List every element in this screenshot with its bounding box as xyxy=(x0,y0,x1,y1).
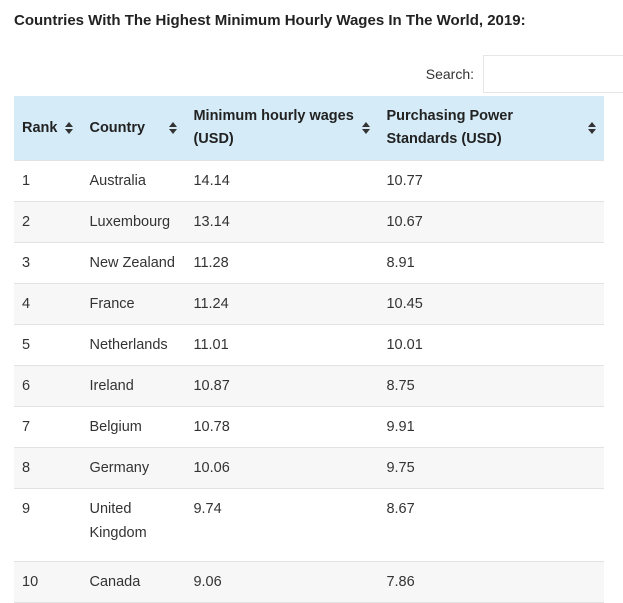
table-row: 2 Luxembourg 13.14 10.67 xyxy=(14,201,604,243)
cell-wage: 10.78 xyxy=(185,406,379,448)
cell-pps: 8.91 xyxy=(378,242,604,284)
table-row: 7 Belgium 10.78 9.91 xyxy=(14,406,604,448)
table-row: 4 France 11.24 10.45 xyxy=(14,283,604,325)
table-row: 1 Australia 14.14 10.77 xyxy=(14,160,604,202)
sort-arrows-icon xyxy=(588,122,596,134)
cell-country: Ireland xyxy=(81,365,186,407)
table-row: 3 New Zealand 11.28 8.91 xyxy=(14,242,604,284)
column-header-pps[interactable]: Purchasing Power Standards (USD) xyxy=(378,96,604,161)
sort-arrows-icon xyxy=(65,122,74,134)
column-header-label: Minimum hourly wages (USD) xyxy=(193,108,354,147)
table-header-row: Rank Country Minimum hourly wages (USD) … xyxy=(14,96,604,161)
search-label: Search: xyxy=(425,66,474,82)
column-header-rank[interactable]: Rank xyxy=(14,96,81,161)
cell-wage: 13.14 xyxy=(185,201,379,243)
cell-rank: 1 xyxy=(14,160,82,202)
column-header-label: Rank xyxy=(22,119,58,136)
cell-country: Luxembourg xyxy=(81,201,186,243)
cell-pps: 8.75 xyxy=(378,365,604,407)
cell-country: United Kingdom xyxy=(81,488,186,562)
cell-wage: 9.06 xyxy=(185,561,379,603)
cell-wage: 11.28 xyxy=(185,242,379,284)
search-input[interactable] xyxy=(483,55,623,93)
column-header-country[interactable]: Country xyxy=(81,96,185,161)
cell-pps: 10.01 xyxy=(378,324,604,366)
cell-wage: 14.14 xyxy=(185,160,379,202)
table-row: 9 United Kingdom 9.74 8.67 xyxy=(14,488,604,562)
cell-pps: 10.77 xyxy=(378,160,604,202)
cell-pps: 10.67 xyxy=(378,201,604,243)
table-row: 8 Germany 10.06 9.75 xyxy=(14,447,604,489)
cell-country: Canada xyxy=(81,561,186,603)
cell-rank: 6 xyxy=(14,365,82,407)
table-row: 6 Ireland 10.87 8.75 xyxy=(14,365,604,407)
page-title: Countries With The Highest Minimum Hourl… xyxy=(14,12,526,29)
cell-rank: 10 xyxy=(14,561,82,603)
table-row: 5 Netherlands 11.01 10.01 xyxy=(14,324,604,366)
cell-rank: 7 xyxy=(14,406,82,448)
search-bar: Search: xyxy=(426,54,623,94)
cell-rank: 2 xyxy=(14,201,82,243)
cell-country: France xyxy=(81,283,186,325)
cell-rank: 3 xyxy=(14,242,82,284)
table-row: 10 Canada 9.06 7.86 xyxy=(14,561,604,603)
cell-rank: 5 xyxy=(14,324,82,366)
column-header-wage[interactable]: Minimum hourly wages (USD) xyxy=(185,96,378,161)
cell-country: Netherlands xyxy=(81,324,186,366)
cell-rank: 9 xyxy=(14,488,82,562)
cell-wage: 10.06 xyxy=(185,447,379,489)
cell-rank: 4 xyxy=(14,283,82,325)
cell-country: Australia xyxy=(81,160,186,202)
cell-country: New Zealand xyxy=(81,242,186,284)
cell-country: Germany xyxy=(81,447,186,489)
sort-arrows-icon xyxy=(169,122,178,134)
cell-wage: 11.01 xyxy=(185,324,379,366)
sort-arrows-icon xyxy=(362,122,371,134)
cell-pps: 9.75 xyxy=(378,447,604,489)
cell-pps: 9.91 xyxy=(378,406,604,448)
column-header-label: Country xyxy=(89,119,146,136)
cell-wage: 10.87 xyxy=(185,365,379,407)
column-header-label: Purchasing Power Standards (USD) xyxy=(386,108,513,147)
cell-pps: 8.67 xyxy=(378,488,604,562)
cell-pps: 7.86 xyxy=(378,561,604,603)
cell-pps: 10.45 xyxy=(378,283,604,325)
cell-wage: 9.74 xyxy=(185,488,379,562)
cell-country: Belgium xyxy=(81,406,186,448)
cell-rank: 8 xyxy=(14,447,82,489)
cell-wage: 11.24 xyxy=(185,283,379,325)
wages-table: Rank Country Minimum hourly wages (USD) … xyxy=(14,96,604,603)
